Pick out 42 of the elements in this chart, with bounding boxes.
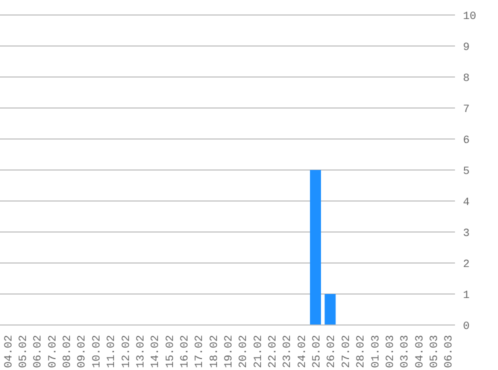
x-tick-label: 26.02 bbox=[326, 335, 338, 368]
x-tick-label: 22.02 bbox=[268, 335, 280, 368]
x-tick-label: 03.03 bbox=[400, 335, 412, 368]
x-tick-label: 10.02 bbox=[91, 335, 104, 368]
x-tick-label: 23.02 bbox=[282, 335, 294, 368]
x-tick-label: 12.02 bbox=[120, 335, 133, 368]
x-tick-label: 06.03 bbox=[444, 335, 456, 368]
x-tick-label: 21.02 bbox=[252, 335, 265, 368]
y-tick-label: 6 bbox=[463, 134, 470, 147]
x-tick-label: 27.02 bbox=[340, 335, 353, 368]
y-tick-label: 0 bbox=[463, 320, 470, 333]
x-tick-label: 06.02 bbox=[32, 335, 45, 368]
x-tick-label: 04.02 bbox=[3, 335, 16, 368]
y-tick-label: 3 bbox=[463, 228, 470, 240]
x-tick-label: 02.03 bbox=[384, 335, 397, 368]
y-tick-label: 1 bbox=[463, 290, 470, 302]
x-tick-label: 08.02 bbox=[62, 335, 74, 368]
x-tick-label: 24.02 bbox=[296, 335, 309, 368]
y-tick-label: 7 bbox=[463, 104, 470, 116]
x-tick-label: 04.03 bbox=[414, 335, 426, 368]
x-tick-label: 14.02 bbox=[150, 335, 162, 368]
x-tick-label: 01.03 bbox=[370, 335, 382, 368]
x-tick-label: 19.02 bbox=[224, 335, 236, 368]
x-tick-label: 20.02 bbox=[238, 335, 250, 368]
y-tick-label: 9 bbox=[463, 42, 470, 54]
x-tick-label: 28.02 bbox=[356, 335, 368, 368]
x-tick-label: 25.02 bbox=[312, 335, 324, 368]
x-tick-label: 05.03 bbox=[428, 335, 441, 368]
x-tick-label: 07.02 bbox=[47, 335, 60, 368]
x-tick-label: 15.02 bbox=[164, 335, 177, 368]
x-tick-label: 09.02 bbox=[76, 335, 89, 368]
y-tick-label: 5 bbox=[463, 166, 470, 178]
y-tick-label: 8 bbox=[463, 72, 470, 85]
y-tick-label: 10 bbox=[463, 10, 476, 23]
x-tick-label: 17.02 bbox=[194, 335, 206, 368]
y-tick-label: 2 bbox=[463, 258, 470, 271]
x-tick-label: 11.02 bbox=[106, 335, 118, 368]
x-tick-label: 13.02 bbox=[135, 335, 148, 368]
x-tick-label: 05.02 bbox=[18, 335, 30, 368]
y-tick-label: 4 bbox=[463, 196, 470, 209]
x-tick-label: 18.02 bbox=[208, 335, 221, 368]
x-tick-label: 16.02 bbox=[179, 335, 192, 368]
